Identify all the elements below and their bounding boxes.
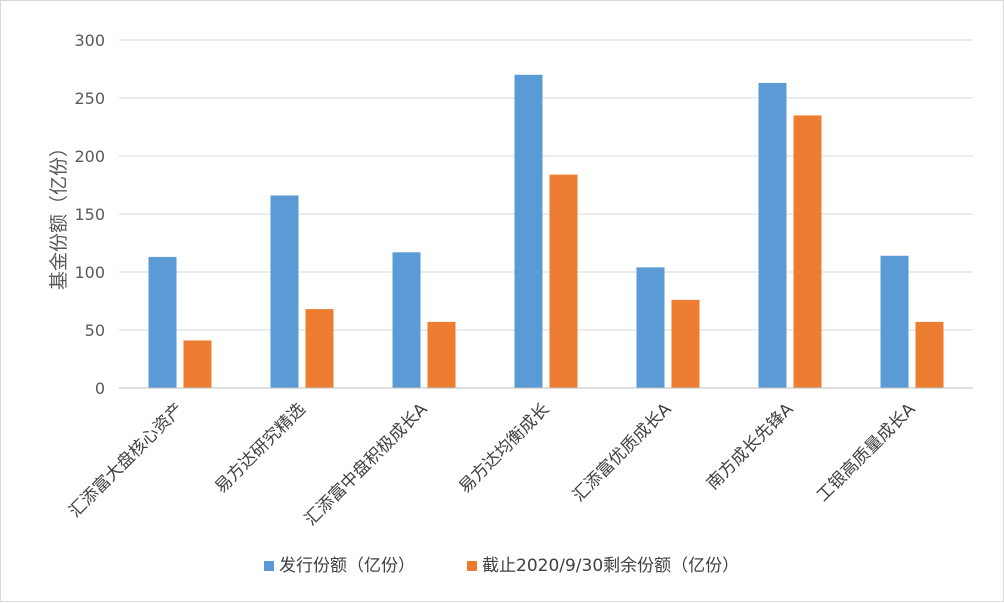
category-label: 汇添富中盘积极成长A	[301, 399, 432, 530]
gridlines	[119, 39, 973, 331]
bar-remaining	[671, 299, 700, 388]
y-tick-label: 50	[85, 321, 105, 340]
bar-issued	[514, 74, 543, 389]
category-label: 汇添富优质成长A	[569, 399, 676, 506]
bar-issued	[270, 195, 299, 388]
y-tick-label: 200	[74, 147, 105, 166]
bars	[148, 74, 944, 389]
bar-issued	[636, 267, 665, 388]
category-label: 易方达均衡成长	[455, 399, 553, 497]
category-label: 易方达研究精选	[211, 399, 309, 497]
bar-issued	[392, 252, 421, 388]
bar-remaining	[549, 174, 578, 388]
y-tick-label: 300	[74, 31, 105, 50]
y-tick-label: 100	[74, 263, 105, 282]
category-label: 工银高质量成长A	[813, 399, 920, 506]
y-tick-label: 150	[74, 205, 105, 224]
y-axis-title: 基金份额（亿份）	[48, 138, 70, 290]
bar-issued	[758, 82, 787, 389]
bar-remaining	[427, 321, 456, 388]
bar-remaining	[305, 309, 334, 388]
category-label: 南方成长先锋A	[703, 399, 798, 494]
legend-label: 发行份额（亿份）	[279, 556, 415, 576]
category-label: 汇添富大盘核心资产	[65, 399, 187, 521]
y-axis-ticks: 0 50 100 150 200 250 300	[74, 31, 105, 398]
legend: 发行份额（亿份） 截止2020/9/30剩余份额（亿份）	[264, 556, 739, 576]
bar-remaining	[793, 115, 822, 389]
bar-remaining	[915, 321, 944, 388]
legend-swatch	[467, 561, 477, 571]
bar-issued	[880, 255, 909, 388]
legend-label: 截止2020/9/30剩余份额（亿份）	[482, 556, 739, 576]
legend-swatch	[264, 561, 274, 571]
bar-remaining	[183, 340, 212, 388]
y-tick-label: 250	[74, 89, 105, 108]
y-tick-label: 0	[95, 379, 105, 398]
bar-issued	[148, 256, 177, 388]
